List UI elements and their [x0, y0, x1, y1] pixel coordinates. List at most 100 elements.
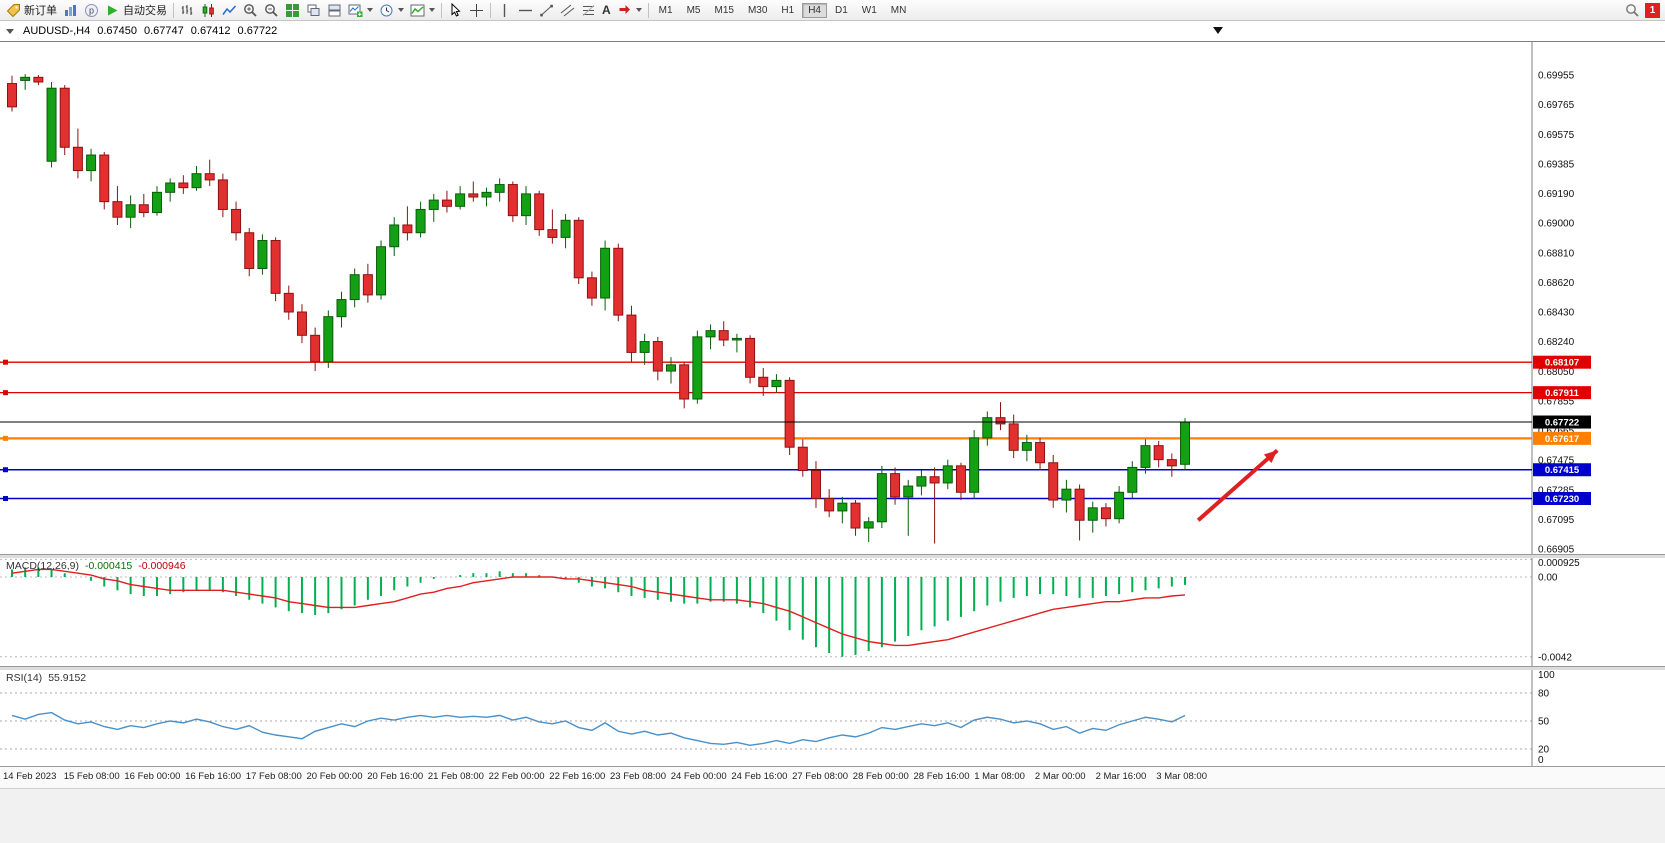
svg-text:20: 20	[1538, 745, 1550, 756]
indicators-button[interactable]	[407, 1, 438, 19]
macd-label: MACD(12,26,9) -0.000415 -0.000946	[6, 560, 186, 572]
timeframe-m15[interactable]: M15	[714, 4, 734, 16]
time-label: 2 Mar 16:00	[1095, 771, 1147, 782]
text-tool-button[interactable]: A	[599, 1, 614, 19]
macd-panel: MACD(12,26,9) -0.000415 -0.000946 0.0009…	[0, 558, 1665, 666]
svg-text:0.69385: 0.69385	[1538, 159, 1575, 170]
crosshair-icon	[470, 3, 483, 17]
zoom-in-button[interactable]	[240, 1, 261, 19]
svg-text:0.69000: 0.69000	[1538, 219, 1575, 230]
fibonacci-tool-button[interactable]	[578, 1, 599, 19]
arrows-tool-button[interactable]	[614, 1, 645, 19]
line-chart-button[interactable]	[219, 1, 240, 19]
cascade-windows-button[interactable]	[303, 1, 324, 19]
cursor-icon	[451, 2, 461, 17]
data-window-button[interactable]: p	[81, 1, 102, 19]
timeframe-mn[interactable]: MN	[890, 4, 907, 16]
toolbar-separator	[441, 2, 442, 18]
period-button[interactable]	[376, 1, 407, 19]
time-label: 24 Feb 00:00	[670, 771, 727, 782]
candle-chart-button[interactable]	[198, 1, 219, 19]
tile-horizontal-button[interactable]	[324, 1, 345, 19]
timeframe-h1[interactable]: H1	[781, 4, 795, 16]
time-axis[interactable]: 14 Feb 2023 15 Feb 08:00 16 Feb 00:00 16 Fe…	[0, 766, 1665, 788]
new-order-label: 新订单	[24, 5, 57, 17]
chart-shift-icon[interactable]	[1213, 27, 1223, 34]
search-icon[interactable]	[1625, 3, 1640, 18]
time-label: 16 Feb 16:00	[185, 771, 242, 782]
panel-splitter[interactable]	[0, 554, 1665, 558]
toolbar-separator	[173, 2, 174, 18]
macd-title: MACD(12,26,9)	[6, 560, 79, 572]
vertical-line-tool-button[interactable]	[494, 1, 515, 19]
svg-text:0.68620: 0.68620	[1538, 278, 1575, 289]
channel-icon	[560, 4, 575, 16]
chart-title-symbol: AUDUSD-,H4	[23, 25, 91, 37]
macd-chart[interactable]: 0.000925 0.00 -0.0042	[0, 558, 1665, 666]
svg-text:-0.0042: -0.0042	[1538, 652, 1572, 663]
timeframe-d1[interactable]: D1	[834, 4, 848, 16]
time-label: 22 Feb 00:00	[488, 771, 545, 782]
svg-text:0.67230: 0.67230	[1545, 494, 1579, 505]
rsi-value: 55.9152	[48, 672, 87, 684]
panel-splitter[interactable]	[0, 666, 1665, 670]
market-watch-button[interactable]	[60, 1, 81, 19]
tile-horizontal-icon	[328, 4, 341, 16]
arrow-shape-icon	[619, 4, 630, 14]
chevron-down-icon	[367, 8, 373, 12]
line-handle[interactable]	[3, 467, 8, 473]
arrow-object[interactable]	[1196, 448, 1279, 522]
rsi-chart[interactable]: 100 80 50 200	[0, 670, 1665, 766]
horizontal-line-tool-button[interactable]	[515, 1, 536, 19]
timeframe-m1[interactable]: M1	[658, 4, 673, 16]
rsi-title: RSI(14)	[6, 672, 43, 684]
crosshair-button[interactable]	[466, 1, 487, 19]
svg-text:0.69765: 0.69765	[1538, 100, 1575, 111]
svg-text:0.67665: 0.67665	[1538, 426, 1575, 437]
svg-text:0.68107: 0.68107	[1545, 358, 1579, 369]
svg-text:0.69955: 0.69955	[1538, 71, 1575, 82]
line-handle[interactable]	[3, 359, 8, 365]
time-label: 24 Feb 16:00	[731, 771, 788, 782]
time-label: 1 Mar 08:00	[974, 771, 1025, 782]
svg-text:80: 80	[1538, 689, 1550, 700]
svg-text:0.68050: 0.68050	[1538, 367, 1575, 378]
line-chart-icon	[222, 4, 237, 15]
timeframe-h4[interactable]: H4	[802, 2, 827, 18]
notification-badge[interactable]: 1	[1645, 2, 1660, 18]
candlestick-series	[7, 74, 1191, 544]
data-window-icon: p	[85, 3, 98, 17]
trendline-tool-button[interactable]	[536, 1, 557, 19]
chevron-down-icon	[398, 8, 404, 12]
line-handle[interactable]	[3, 495, 8, 501]
tile-windows-button[interactable]	[282, 1, 303, 19]
time-label: 3 Mar 08:00	[1156, 771, 1207, 782]
price-tag-0.67415	[1533, 463, 1591, 477]
svg-text:0.68240: 0.68240	[1538, 337, 1575, 348]
timeframe-m5[interactable]: M5	[686, 4, 701, 16]
channel-tool-button[interactable]	[557, 1, 578, 19]
tile-windows-icon	[286, 3, 299, 17]
zoom-out-button[interactable]	[261, 1, 282, 19]
bar-chart-button[interactable]	[177, 1, 198, 19]
svg-text:0.67911: 0.67911	[1545, 388, 1580, 399]
svg-text:0: 0	[1538, 755, 1544, 766]
rsi-line	[11, 711, 1186, 746]
collapse-icon[interactable]	[6, 28, 14, 34]
svg-text:0.67095: 0.67095	[1538, 515, 1575, 526]
line-handle[interactable]	[3, 435, 8, 441]
timeframe-w1[interactable]: W1	[861, 4, 877, 16]
line-handle[interactable]	[3, 390, 8, 396]
svg-text:0.67617: 0.67617	[1545, 434, 1579, 445]
auto-trading-button[interactable]: 自动交易	[102, 1, 170, 19]
timeframe-m30[interactable]: M30	[747, 4, 768, 16]
cursor-button[interactable]	[445, 1, 466, 19]
clock-icon	[380, 4, 393, 16]
new-chart-button[interactable]	[345, 1, 376, 19]
time-label: 2 Mar 00:00	[1034, 771, 1086, 782]
svg-text:0.67285: 0.67285	[1538, 485, 1575, 496]
price-chart[interactable]: 0.69955 0.69765 0.69575 0.69385 0.69190 0.690…	[0, 42, 1665, 554]
new-order-button[interactable]: 新订单	[3, 1, 60, 19]
arrow-head[interactable]	[1263, 450, 1278, 464]
svg-text:0.69190: 0.69190	[1538, 189, 1575, 200]
